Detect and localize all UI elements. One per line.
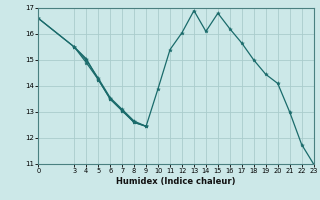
X-axis label: Humidex (Indice chaleur): Humidex (Indice chaleur) xyxy=(116,177,236,186)
